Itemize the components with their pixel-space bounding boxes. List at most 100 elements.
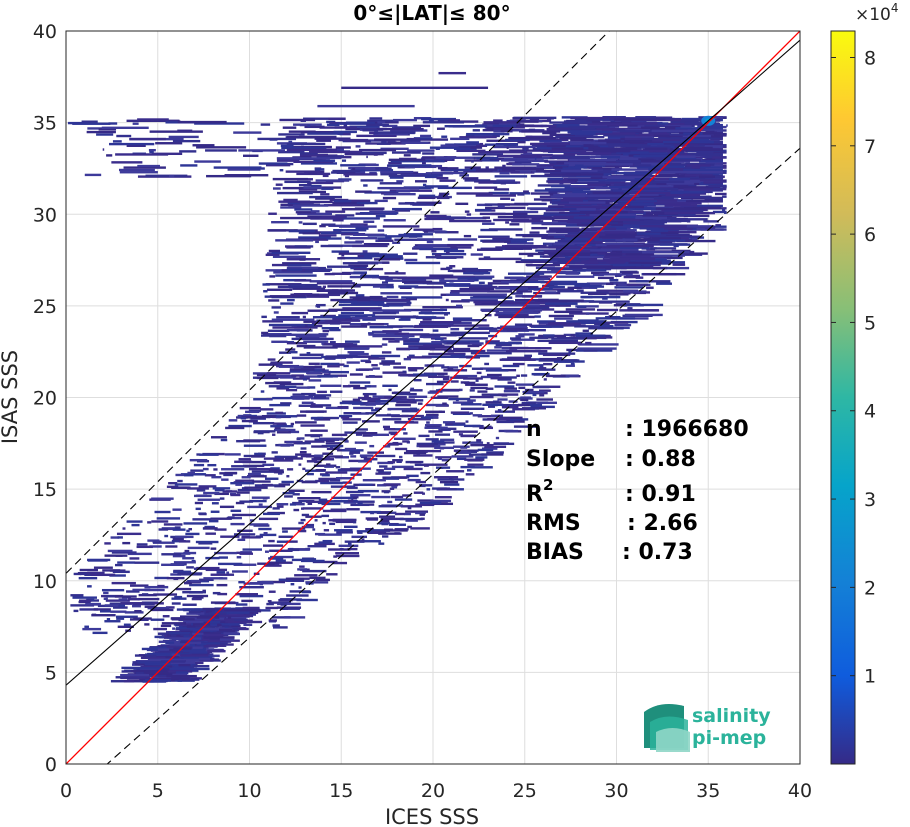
density-cell xyxy=(501,406,519,409)
density-cell xyxy=(295,502,305,506)
density-cell xyxy=(271,251,311,255)
density-cell xyxy=(410,202,427,206)
density-cell xyxy=(495,287,528,290)
stat-separator: : xyxy=(625,417,641,442)
density-cell xyxy=(640,238,660,242)
density-cell xyxy=(305,581,329,584)
density-cell xyxy=(467,463,484,466)
density-cell xyxy=(129,557,140,560)
density-cell xyxy=(329,356,347,359)
density-cell xyxy=(102,569,121,572)
density-cell xyxy=(523,156,555,160)
density-cell xyxy=(165,606,175,609)
density-cell xyxy=(293,160,334,163)
density-cell xyxy=(586,282,625,285)
density-cell xyxy=(496,170,537,173)
density-cell xyxy=(196,612,205,615)
density-cell xyxy=(685,200,723,203)
density-cell xyxy=(198,512,207,515)
density-cell xyxy=(375,315,419,318)
density-cell xyxy=(318,234,337,237)
density-cell xyxy=(699,160,723,163)
density-cell xyxy=(268,299,280,302)
density-cell xyxy=(150,118,154,122)
density-cell xyxy=(498,157,529,160)
density-cell xyxy=(333,199,352,203)
density-cell xyxy=(412,399,424,402)
density-cell xyxy=(406,356,432,359)
density-cell xyxy=(276,540,288,543)
density-cell xyxy=(330,508,347,511)
density-cell xyxy=(387,325,414,328)
density-cell xyxy=(101,588,125,592)
density-cell xyxy=(453,347,471,351)
density-cell xyxy=(454,145,482,148)
density-cell xyxy=(172,508,182,511)
density-cell xyxy=(333,130,357,134)
density-cell xyxy=(282,262,317,265)
density-cell xyxy=(619,141,655,144)
density-cell xyxy=(668,177,690,181)
density-cell xyxy=(291,558,305,562)
density-cell xyxy=(683,188,723,191)
density-cell xyxy=(273,428,296,432)
density-cell xyxy=(404,165,437,169)
density-cell xyxy=(320,384,342,387)
density-cell xyxy=(431,249,437,253)
density-cell xyxy=(351,535,368,539)
x-axis-label: ICES SSS xyxy=(385,805,479,827)
density-cell xyxy=(469,168,498,171)
density-cell xyxy=(368,333,395,336)
density-cell xyxy=(518,252,545,256)
density-cell xyxy=(312,316,351,319)
density-cell xyxy=(577,342,582,346)
density-cell xyxy=(273,381,292,384)
density-cell xyxy=(574,325,599,328)
density-cell xyxy=(299,375,322,378)
density-cell xyxy=(505,247,533,250)
density-cell xyxy=(601,218,640,222)
density-cell xyxy=(344,431,367,434)
density-cell xyxy=(583,163,633,166)
density-cell xyxy=(338,314,365,317)
density-cell xyxy=(644,234,667,237)
density-cell xyxy=(682,134,723,138)
density-cell xyxy=(376,469,384,472)
density-cell xyxy=(398,318,411,321)
density-cell xyxy=(493,130,505,133)
density-cell xyxy=(322,285,327,288)
density-cell xyxy=(153,593,178,596)
density-cell xyxy=(228,424,252,428)
density-cell xyxy=(307,124,311,128)
density-cell xyxy=(356,500,375,503)
density-cell xyxy=(317,375,338,378)
density-cell xyxy=(567,286,582,289)
density-cell xyxy=(196,642,221,646)
density-cell xyxy=(193,463,205,467)
density-cell xyxy=(177,479,183,483)
density-cell xyxy=(607,177,635,180)
density-cell xyxy=(542,131,557,135)
density-cell xyxy=(327,285,361,288)
density-cell xyxy=(292,204,329,207)
density-cell xyxy=(361,397,379,401)
density-cell xyxy=(87,127,109,130)
density-cell xyxy=(285,577,304,580)
density-cell xyxy=(453,430,478,433)
density-cell xyxy=(394,512,405,516)
density-cell xyxy=(500,130,513,133)
density-cell xyxy=(551,280,578,284)
density-cell xyxy=(218,614,252,617)
y-tick-label: 20 xyxy=(33,388,57,410)
density-cell xyxy=(432,329,439,332)
density-cell xyxy=(224,608,260,612)
density-cell xyxy=(400,333,430,336)
density-cell xyxy=(613,134,661,137)
density-cell xyxy=(466,469,472,472)
density-cell xyxy=(298,521,304,525)
density-cell xyxy=(603,222,646,226)
density-cell xyxy=(195,507,201,511)
density-cell xyxy=(482,240,511,243)
density-cell xyxy=(622,178,654,181)
density-cell xyxy=(303,186,323,189)
